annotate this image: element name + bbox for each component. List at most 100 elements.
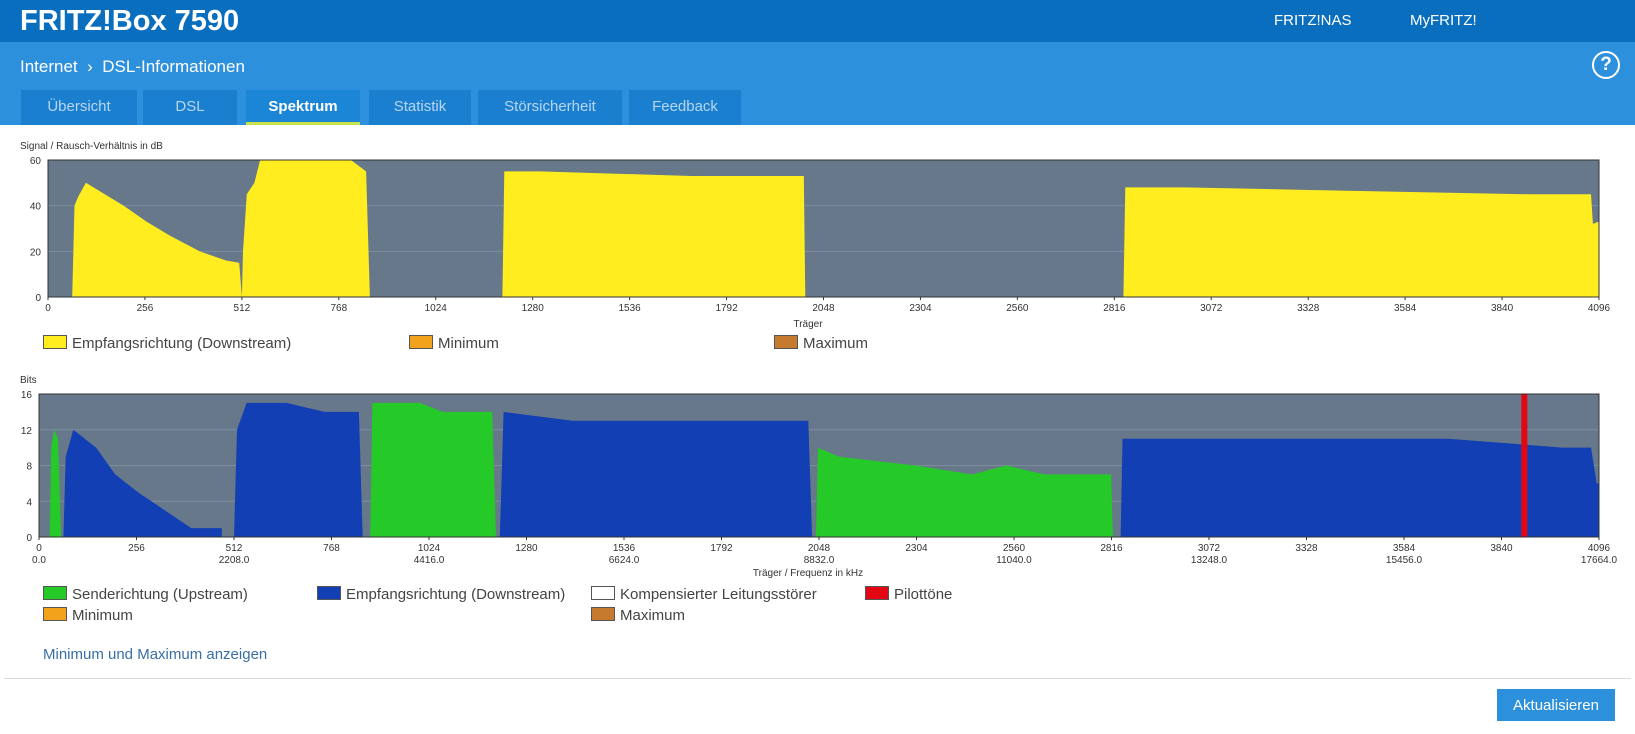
y-tick-label: 60 (30, 156, 42, 167)
x-freq-label: 0.0 (32, 555, 46, 566)
tab-uebersicht[interactable]: Übersicht (21, 90, 137, 125)
tab-statistik[interactable]: Statistik (369, 90, 471, 125)
y-tick-label: 8 (26, 462, 32, 473)
x-tick-label: 4096 (1588, 303, 1611, 314)
y-tick-label: 20 (30, 247, 42, 258)
x-freq-label: 8832.0 (804, 555, 835, 566)
legend-label: Minimum (72, 607, 133, 624)
legend-swatch-orange (409, 335, 433, 349)
legend-bits-minimum: Minimum (43, 607, 133, 625)
help-icon[interactable]: ? (1592, 51, 1620, 79)
x-tick-label: 2816 (1100, 543, 1123, 554)
y-tick-label: 0 (35, 293, 41, 304)
x-freq-label: 13248.0 (1191, 555, 1228, 566)
legend-label: Senderichtung (Upstream) (72, 586, 248, 603)
x-tick-label: 1536 (613, 543, 636, 554)
legend-label: Empfangsrichtung (Downstream) (346, 586, 566, 603)
x-tick-label: 768 (323, 543, 340, 554)
x-tick-label: 3584 (1394, 303, 1417, 314)
legend-label: Maximum (620, 607, 686, 624)
y-tick-label: 0 (26, 533, 32, 544)
refresh-button[interactable]: Aktualisieren (1497, 689, 1615, 721)
x-tick-label: 2816 (1103, 303, 1126, 314)
snr-chart: 60 40 20 0 0 256 512 768 1024 1280 1536 1792 2048 23… (30, 156, 1611, 314)
breadcrumb-chevron-icon: › (82, 57, 98, 76)
legend-snr-maximum: Maximum (774, 335, 868, 353)
x-tick-label: 2560 (1003, 543, 1026, 554)
x-tick-label: 4096 (1588, 543, 1611, 554)
legend-bits-compensated: Kompensierter Leitungsstörer (591, 586, 817, 604)
x-tick-label: 1536 (619, 303, 642, 314)
legend-bits-upstream: Senderichtung (Upstream) (43, 586, 248, 604)
series-band (1120, 438, 1599, 537)
x-freq-label: 11040.0 (996, 555, 1032, 566)
series-band (502, 171, 806, 297)
series-band (1123, 187, 1599, 297)
series-band (370, 402, 496, 537)
legend-swatch-yellow (43, 335, 67, 349)
series-band (63, 429, 222, 537)
y-tick-label: 4 (26, 497, 32, 508)
legend-snr-minimum: Minimum (409, 335, 499, 353)
x-tick-label: 1280 (522, 303, 545, 314)
more-menu-icon[interactable]: ⋮ (1629, 1, 1635, 21)
bits-xlabel: Träger / Frequenz in kHz (753, 568, 863, 579)
legend-snr-downstream: Empfangsrichtung (Downstream) (43, 335, 291, 353)
tab-spektrum[interactable]: Spektrum (246, 90, 360, 125)
breadcrumb: Internet › DSL-Informationen (20, 56, 245, 78)
legend-label: Minimum (438, 335, 499, 352)
x-freq-label: 2208.0 (219, 555, 250, 566)
bits-ylabel: Bits (20, 375, 37, 386)
x-tick-label: 2048 (812, 303, 835, 314)
x-tick-label: 768 (330, 303, 347, 314)
series-band (816, 447, 1113, 537)
snr-ylabel: Signal / Rausch-Verhältnis in dB (20, 141, 163, 152)
x-tick-label: 0 (45, 303, 51, 314)
tab-feedback[interactable]: Feedback (629, 90, 741, 125)
legend-label: Pilottöne (894, 586, 953, 603)
x-tick-label: 1024 (425, 303, 448, 314)
breadcrumb-internet[interactable]: Internet (20, 57, 78, 76)
legend-swatch-blue (317, 586, 341, 600)
pilot-tone-marker (1521, 394, 1528, 537)
breadcrumb-current: DSL-Informationen (102, 57, 245, 76)
brand-logo: FRITZ!Box 7590 (20, 5, 240, 37)
myfritz-link[interactable]: MyFRITZ! (1410, 12, 1477, 29)
x-tick-label: 512 (226, 543, 243, 554)
series-band (241, 160, 370, 297)
y-tick-label: 40 (30, 202, 42, 213)
y-tick-label: 12 (21, 426, 33, 437)
x-tick-label: 3840 (1491, 303, 1514, 314)
x-tick-label: 2304 (905, 543, 928, 554)
x-tick-label: 1024 (418, 543, 441, 554)
series-band (72, 182, 242, 297)
snr-xlabel: Träger (793, 319, 823, 330)
x-tick-label: 3072 (1200, 303, 1223, 314)
x-tick-label: 2560 (1006, 303, 1029, 314)
x-freq-label: 4416.0 (414, 555, 445, 566)
show-minmax-link[interactable]: Minimum und Maximum anzeigen (43, 646, 268, 663)
tab-dsl[interactable]: DSL (143, 90, 237, 125)
x-tick-label: 3328 (1295, 543, 1318, 554)
fritznas-link[interactable]: FRITZ!NAS (1274, 12, 1352, 29)
x-tick-label: 0 (36, 543, 42, 554)
x-freq-label: 15456.0 (1386, 555, 1423, 566)
tab-stoersicherheit[interactable]: Störsicherheit (478, 90, 622, 125)
top-header: FRITZ!Box 7590 FRITZ!NAS MyFRITZ! ⋮ (0, 0, 1635, 42)
x-tick-label: 3584 (1393, 543, 1416, 554)
legend-swatch-brown (591, 607, 615, 621)
x-tick-label: 1792 (710, 543, 733, 554)
x-freq-label: 6624.0 (609, 555, 640, 566)
x-tick-label: 1280 (515, 543, 538, 554)
series-band (499, 411, 813, 537)
legend-swatch-red (865, 586, 889, 600)
legend-bits-pilot: Pilottöne (865, 586, 952, 604)
x-tick-label: 512 (234, 303, 251, 314)
legend-swatch-green (43, 586, 67, 600)
x-tick-label: 2048 (808, 543, 831, 554)
footer-divider (4, 678, 1631, 679)
legend-bits-maximum: Maximum (591, 607, 685, 625)
x-tick-label: 3840 (1490, 543, 1513, 554)
